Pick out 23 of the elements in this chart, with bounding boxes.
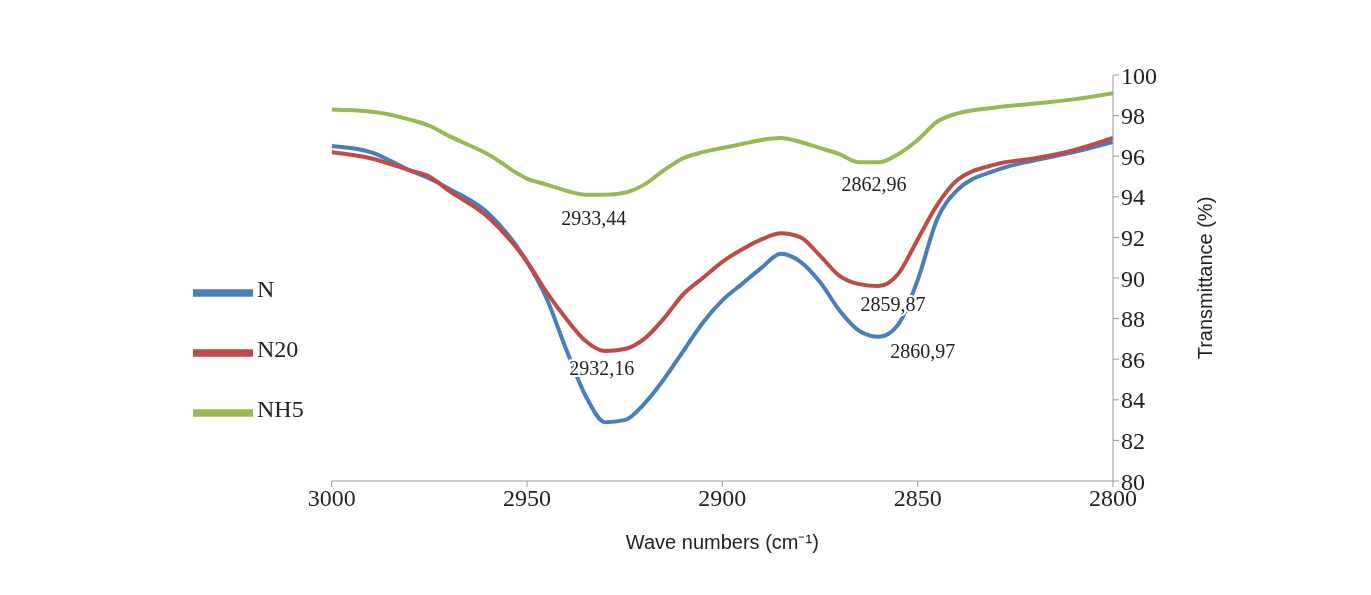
annotation: 2933,44 [561,207,627,230]
y-tick-label: 86 [1121,346,1145,373]
y-tick-label: 94 [1121,184,1145,211]
line-series [331,91,1113,197]
y-tick-label: 98 [1121,103,1145,130]
y-tick-label: 92 [1121,224,1145,251]
x-tick-label: 3000 [307,485,356,512]
y-tick-label: 88 [1121,306,1145,333]
y-tick-label: 90 [1121,265,1145,292]
x-tick-label: 2900 [698,485,747,512]
x-tick-label: 2950 [503,485,551,512]
x-tick-label: 2850 [893,485,942,512]
y-tick-label: 84 [1121,387,1145,414]
y-tick-label: 82 [1121,427,1145,454]
annotation: 2862,96 [841,172,907,195]
annotation: 2860,97 [890,340,956,363]
legend-label: N [257,276,275,303]
x-axis-title: Wave numbers (cm⁻¹) [625,531,819,553]
y-axis-title: Transmittance (%) [1194,196,1217,360]
legend-label: NH5 [257,396,304,423]
y-tick-label: 100 [1121,62,1157,89]
y-tick-label: 96 [1121,143,1145,170]
legend-label: N20 [257,336,299,363]
